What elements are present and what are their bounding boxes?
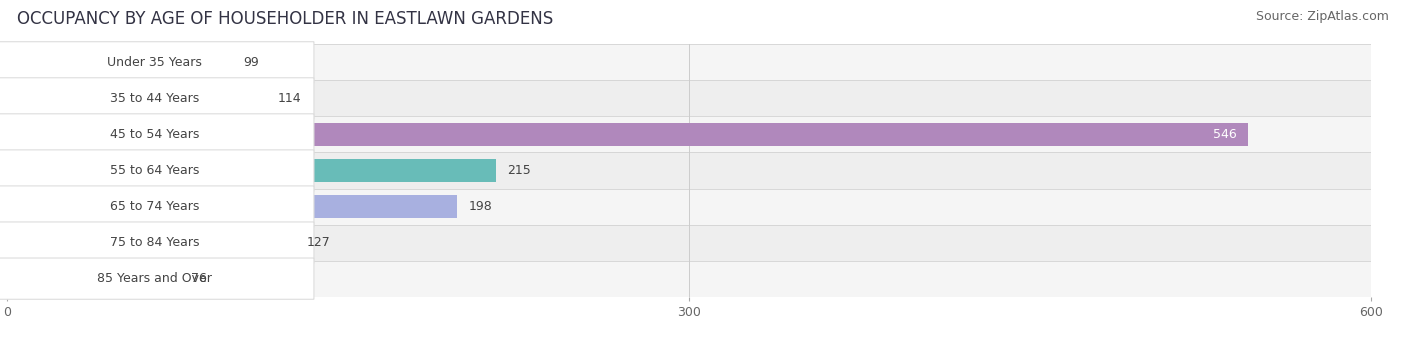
Bar: [7, 51, 232, 74]
Text: 114: 114: [277, 92, 301, 105]
Text: Source: ZipAtlas.com: Source: ZipAtlas.com: [1256, 10, 1389, 23]
Text: 55 to 64 Years: 55 to 64 Years: [110, 164, 200, 177]
Bar: [7, 189, 1371, 225]
FancyBboxPatch shape: [0, 258, 314, 299]
Bar: [7, 159, 496, 182]
Bar: [7, 123, 1249, 146]
Bar: [7, 267, 180, 290]
Text: Under 35 Years: Under 35 Years: [107, 56, 202, 69]
Text: 127: 127: [307, 236, 330, 249]
Text: 75 to 84 Years: 75 to 84 Years: [110, 236, 200, 249]
Text: 45 to 54 Years: 45 to 54 Years: [110, 128, 200, 141]
FancyBboxPatch shape: [0, 114, 314, 155]
Text: 76: 76: [191, 272, 207, 285]
Text: 99: 99: [243, 56, 259, 69]
Text: 85 Years and Over: 85 Years and Over: [97, 272, 212, 285]
Bar: [7, 80, 1371, 116]
Bar: [7, 231, 295, 254]
Text: 215: 215: [508, 164, 531, 177]
Text: 65 to 74 Years: 65 to 74 Years: [110, 200, 200, 213]
Text: 198: 198: [468, 200, 492, 213]
FancyBboxPatch shape: [0, 186, 314, 227]
Bar: [7, 44, 1371, 80]
Bar: [7, 261, 1371, 297]
Bar: [7, 87, 266, 110]
Bar: [7, 116, 1371, 152]
Text: OCCUPANCY BY AGE OF HOUSEHOLDER IN EASTLAWN GARDENS: OCCUPANCY BY AGE OF HOUSEHOLDER IN EASTL…: [17, 10, 553, 28]
Bar: [7, 195, 457, 218]
Text: 546: 546: [1213, 128, 1237, 141]
Bar: [7, 152, 1371, 189]
FancyBboxPatch shape: [0, 78, 314, 119]
Text: 35 to 44 Years: 35 to 44 Years: [110, 92, 200, 105]
FancyBboxPatch shape: [0, 222, 314, 263]
FancyBboxPatch shape: [0, 150, 314, 191]
Bar: [7, 225, 1371, 261]
FancyBboxPatch shape: [0, 42, 314, 83]
